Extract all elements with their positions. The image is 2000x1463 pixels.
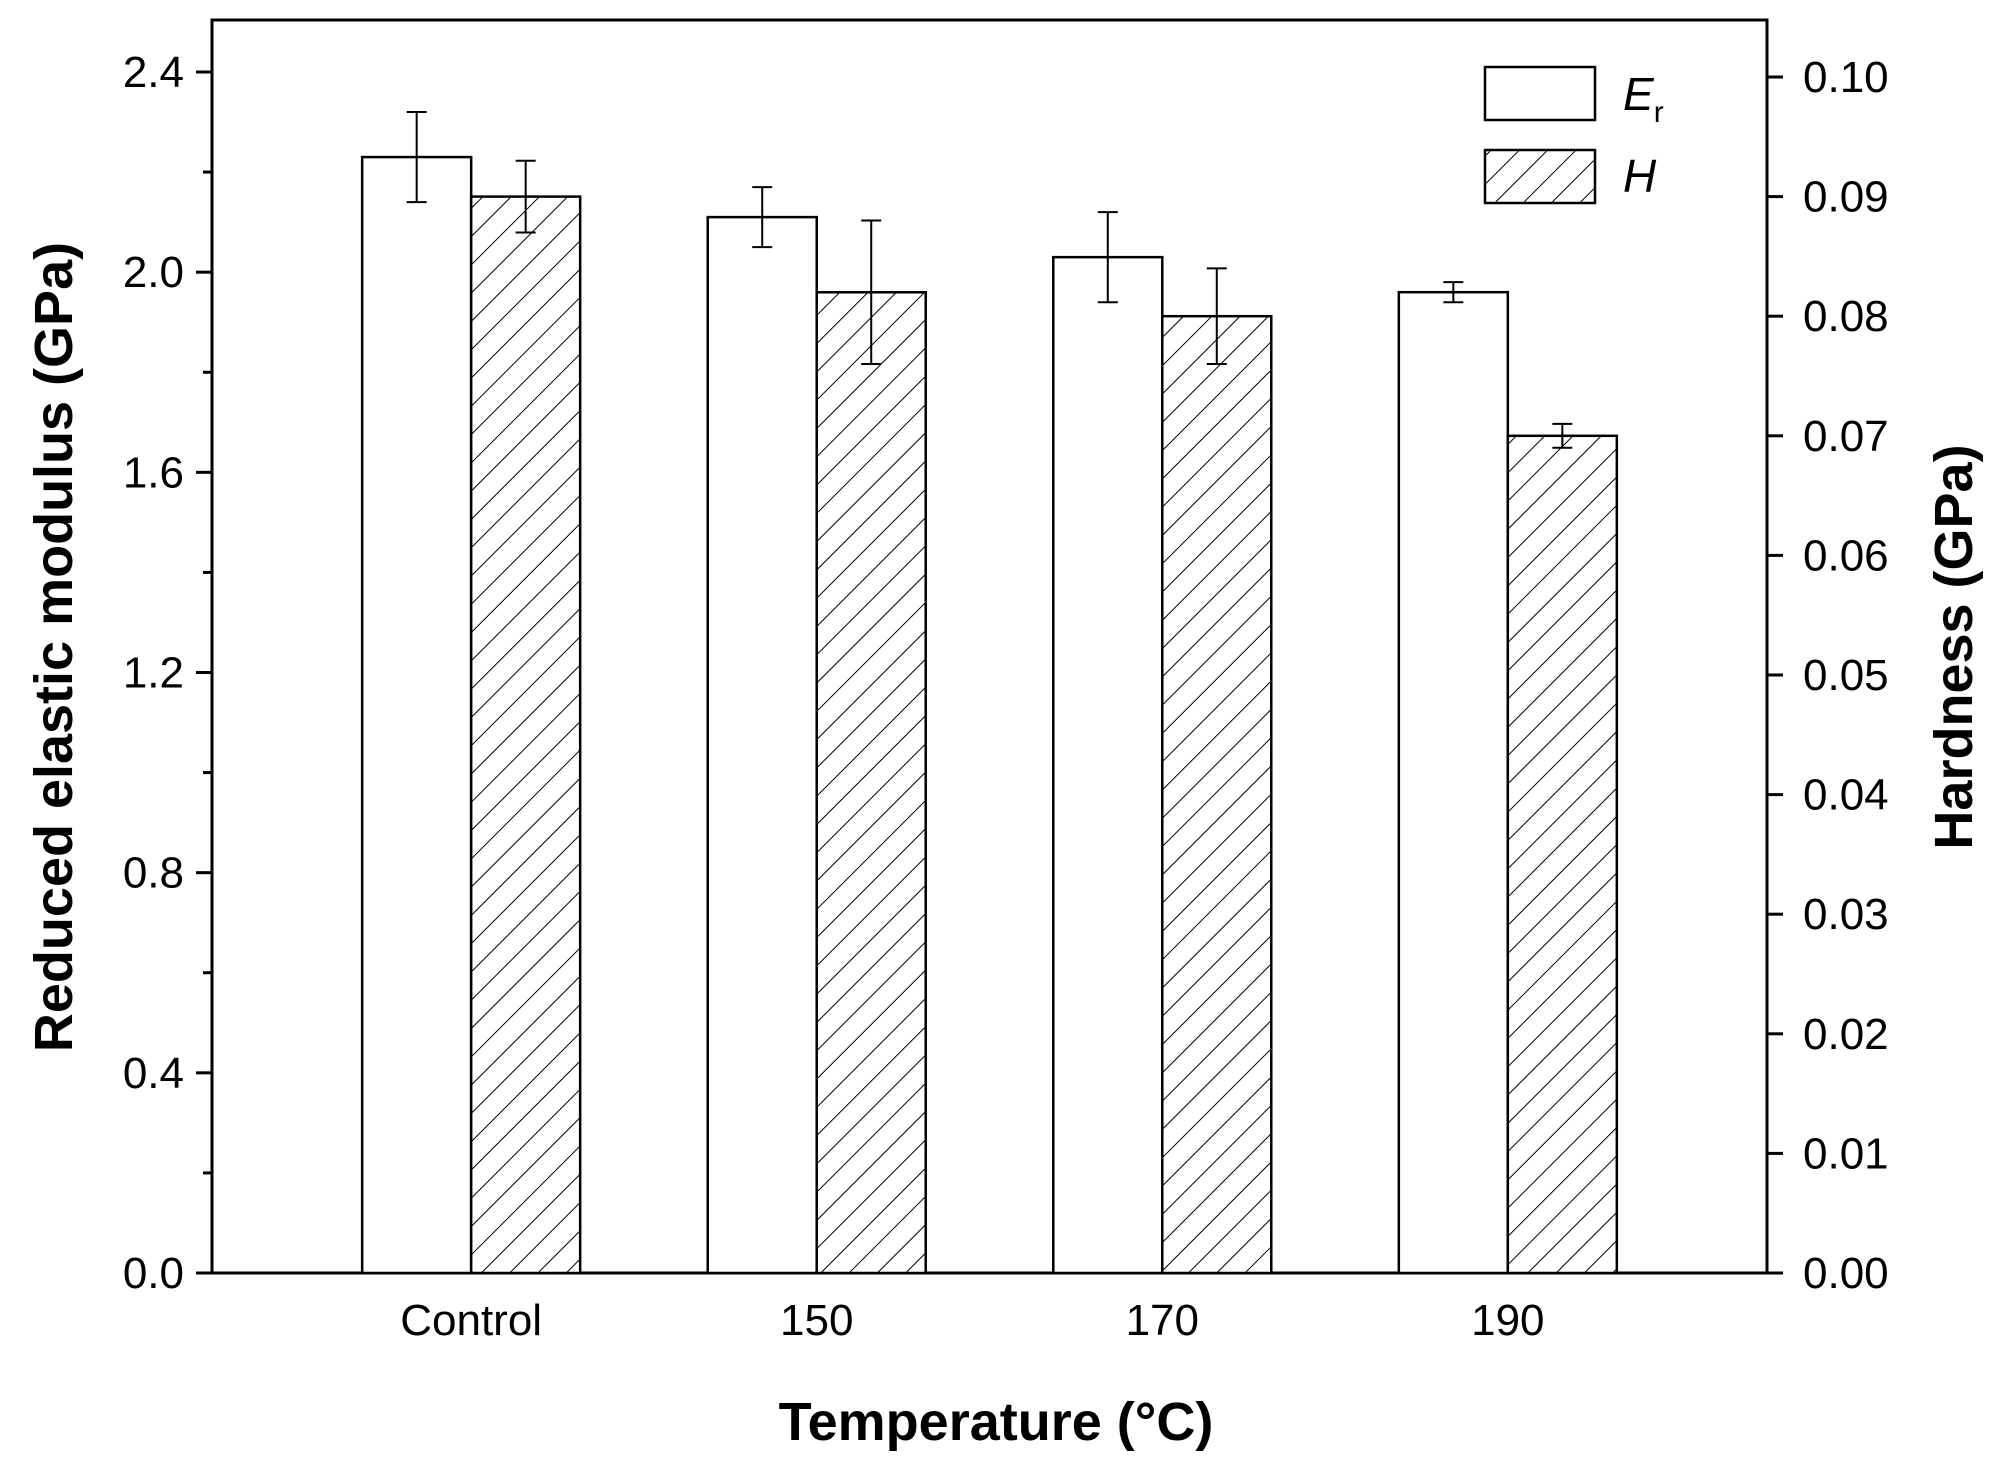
y-right-tick-label: 0.00 [1803,1249,1889,1298]
y-left-tick-label: 2.4 [123,48,184,97]
y-right-tick-label: 0.07 [1803,412,1889,461]
legend-label-er: Er [1623,68,1664,129]
bar-h [815,291,927,1275]
y-left-tick-label: 2.0 [123,248,184,297]
legend-er-subscript: r [1654,96,1664,129]
y-left-tick-label: 1.6 [123,448,184,497]
right-axis: 0.00 0.01 0.02 0.03 0.04 0.05 0.06 0.07 0.08 0.09… [1767,53,1889,1298]
bar-h [1161,314,1273,1275]
left-axis: 0.0 0.4 0.8 1.2 1.6 2.0 2.4 [123,48,212,1298]
y-left-tick-label: 1.2 [123,649,184,698]
y-right-tick-label: 0.01 [1803,1129,1889,1178]
plot-frame [210,18,1769,1275]
bars-group [360,111,1619,1275]
legend-label-h: H [1623,150,1657,202]
legend: Er H [1483,65,1664,205]
legend-swatch-h [1483,148,1597,205]
bar-h [469,195,582,1275]
bar-er [1397,290,1510,1275]
y-left-tick-label: 0.0 [123,1249,184,1298]
y-right-tick-label: 0.08 [1803,292,1889,341]
y-left-tick-label: 0.4 [123,1049,184,1098]
bar-er [706,215,818,1275]
x-category-label: 150 [780,1296,853,1345]
y-right-tick-label: 0.09 [1803,173,1889,222]
x-category-label: Control [400,1296,542,1345]
y-right-tick-label: 0.02 [1803,1010,1889,1059]
legend-er-name: E [1623,68,1655,120]
y-axis-left-title: Reduced elastic modulus (GPa) [24,242,84,1052]
x-category-label: 170 [1126,1296,1199,1345]
legend-swatch-er [1483,65,1597,122]
x-axis-title: Temperature (°C) [779,1392,1214,1452]
bar-h [1506,434,1619,1275]
y-axis-right-title: Hardness (GPa) [1924,444,1984,849]
bar-er [1052,255,1164,1275]
y-right-tick-label: 0.04 [1803,771,1889,820]
y-left-tick-label: 0.8 [123,849,184,898]
y-right-tick-label: 0.03 [1803,890,1889,939]
y-right-tick-label: 0.10 [1803,53,1889,102]
y-right-tick-label: 0.05 [1803,651,1889,700]
x-axis: Control 150 170 190 [400,1296,1544,1345]
y-right-tick-label: 0.06 [1803,531,1889,580]
x-category-label: 190 [1471,1296,1544,1345]
bar-er [360,155,473,1275]
